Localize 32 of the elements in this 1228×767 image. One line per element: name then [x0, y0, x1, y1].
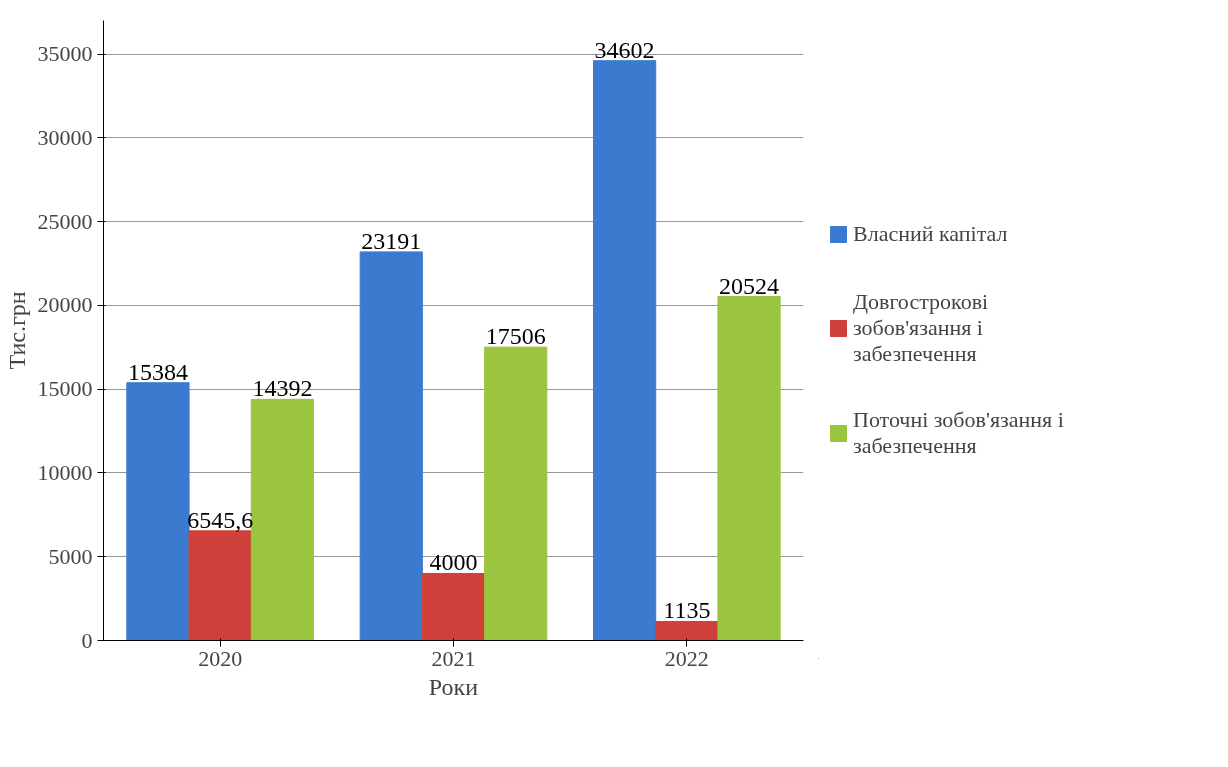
data-label: 20524 [719, 272, 780, 299]
bar [655, 620, 719, 641]
y-axis-title: Тис.грн [3, 291, 30, 370]
data-label: 1135 [663, 597, 711, 624]
y-tick-label: 20000 [37, 292, 93, 318]
legend-label: Поточні зобов'язання і забезпечення [853, 407, 1064, 459]
y-tick-label: 30000 [37, 124, 93, 150]
data-label: 23191 [361, 227, 422, 254]
bar [717, 296, 781, 641]
y-tick-label: 0 [81, 627, 93, 653]
data-label: 17506 [485, 323, 546, 350]
y-tick-label: 10000 [37, 459, 93, 485]
bar [188, 530, 252, 641]
data-label: 14392 [252, 375, 313, 402]
x-axis-title: Роки [428, 673, 479, 700]
legend-label: Довгострокові зобов'язання і забезпечення [853, 289, 989, 367]
y-tick-label: 35000 [37, 41, 93, 67]
legend-label: Власний капітал [853, 220, 1008, 248]
data-label: 4000 [429, 549, 478, 576]
bar [593, 60, 657, 641]
bar [126, 382, 190, 641]
x-tick-label: 2022 [664, 645, 709, 671]
bar [421, 572, 486, 641]
y-tick-label: 25000 [37, 208, 93, 234]
data-label: 34602 [594, 36, 655, 63]
x-tick-label: 2021 [431, 645, 476, 671]
bar [484, 346, 548, 641]
x-tick-label: 2020 [198, 645, 243, 671]
data-label: 15384 [127, 358, 188, 385]
y-tick-label: 5000 [48, 543, 93, 569]
y-tick-label: 15000 [37, 376, 93, 402]
bar [359, 251, 423, 641]
